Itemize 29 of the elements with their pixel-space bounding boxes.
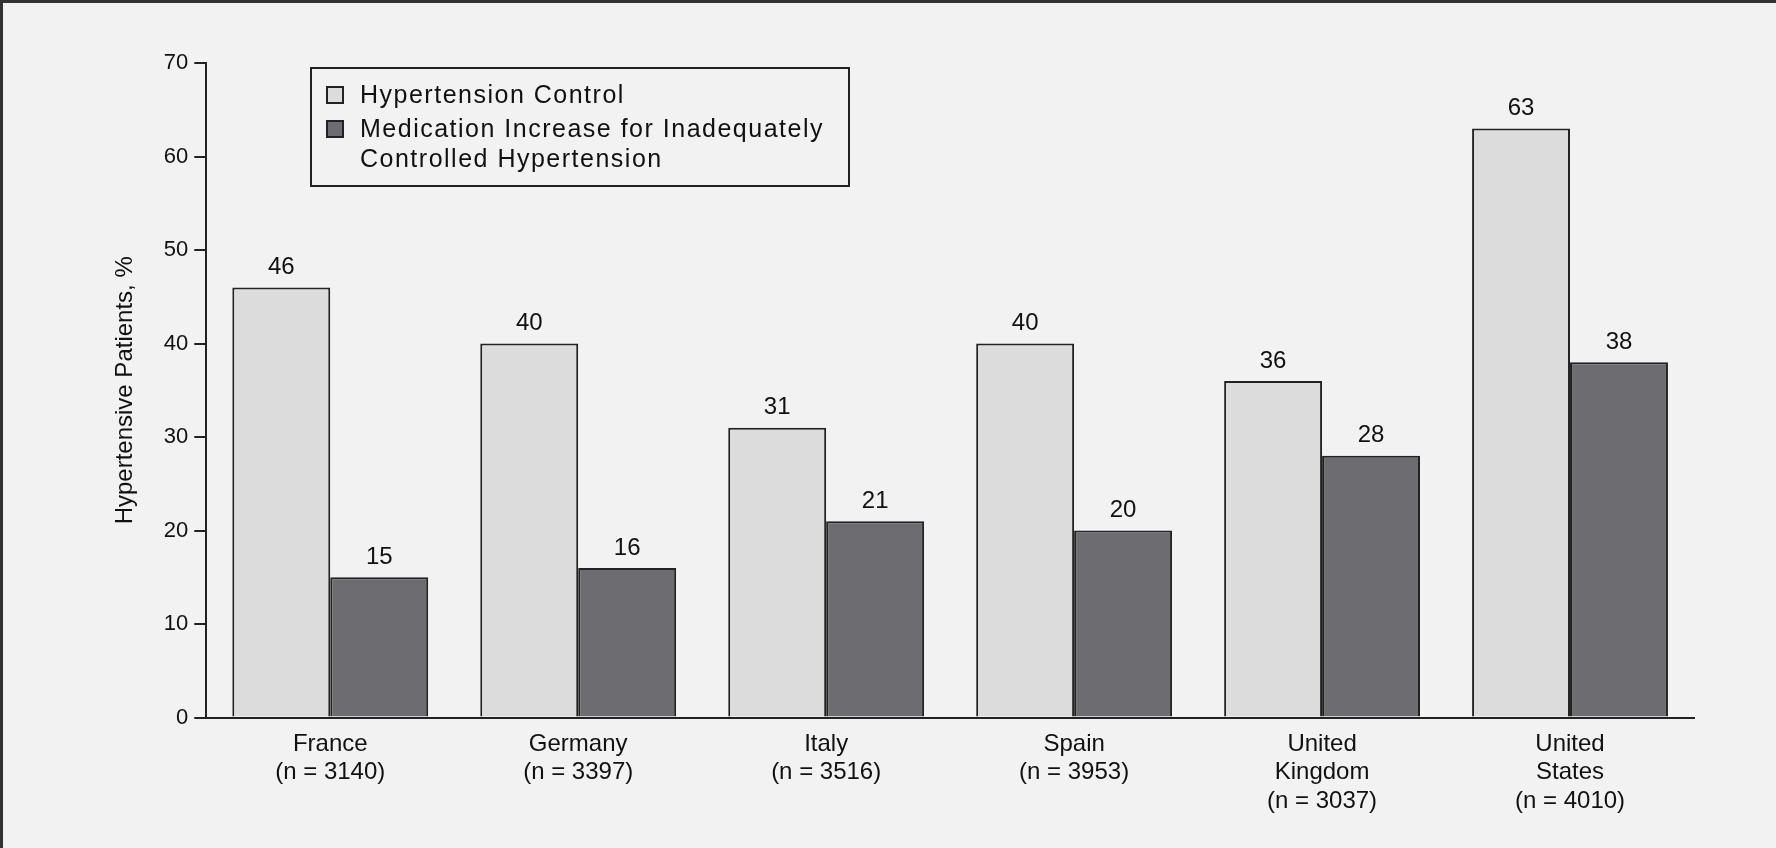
data-label: 15 bbox=[365, 541, 393, 569]
x-tick-label: Italy (n = 3516) bbox=[771, 728, 882, 785]
y-tick-label: 40 bbox=[163, 329, 189, 355]
data-label: 21 bbox=[861, 485, 889, 513]
data-label: 40 bbox=[515, 308, 543, 336]
data-label: 36 bbox=[1259, 345, 1287, 373]
x-tick-label: United States (n = 4010) bbox=[1514, 728, 1626, 814]
data-label: 16 bbox=[613, 532, 641, 560]
x-tick-label: United Kingdom (n = 3037) bbox=[1267, 728, 1378, 814]
x-tick-label: France (n = 3140) bbox=[275, 728, 386, 785]
x-tick-label: Spain (n = 3953) bbox=[1019, 728, 1130, 785]
data-label: 40 bbox=[1011, 308, 1039, 336]
data-label: 63 bbox=[1507, 93, 1535, 121]
y-tick-label: 30 bbox=[163, 423, 189, 449]
y-tick-label: 0 bbox=[176, 703, 189, 729]
y-tick-label: 20 bbox=[163, 516, 189, 542]
y-tick-label: 60 bbox=[163, 142, 189, 168]
x-tick-label: Germany (n = 3397) bbox=[523, 728, 634, 785]
data-label: 20 bbox=[1109, 495, 1137, 523]
legend-label: Hypertension Control bbox=[360, 79, 625, 109]
data-label: 46 bbox=[267, 252, 295, 280]
data-label: 31 bbox=[763, 392, 791, 420]
data-label: 28 bbox=[1357, 420, 1385, 448]
y-tick-label: 70 bbox=[163, 49, 189, 75]
y-tick-label: 10 bbox=[163, 610, 189, 636]
data-label: 38 bbox=[1605, 326, 1633, 354]
y-axis-title: Hypertensive Patients, % bbox=[110, 256, 138, 525]
y-tick-label: 50 bbox=[163, 236, 189, 262]
legend-label: Medication Increase for Inadequately Controlled Hypertension bbox=[360, 113, 825, 173]
